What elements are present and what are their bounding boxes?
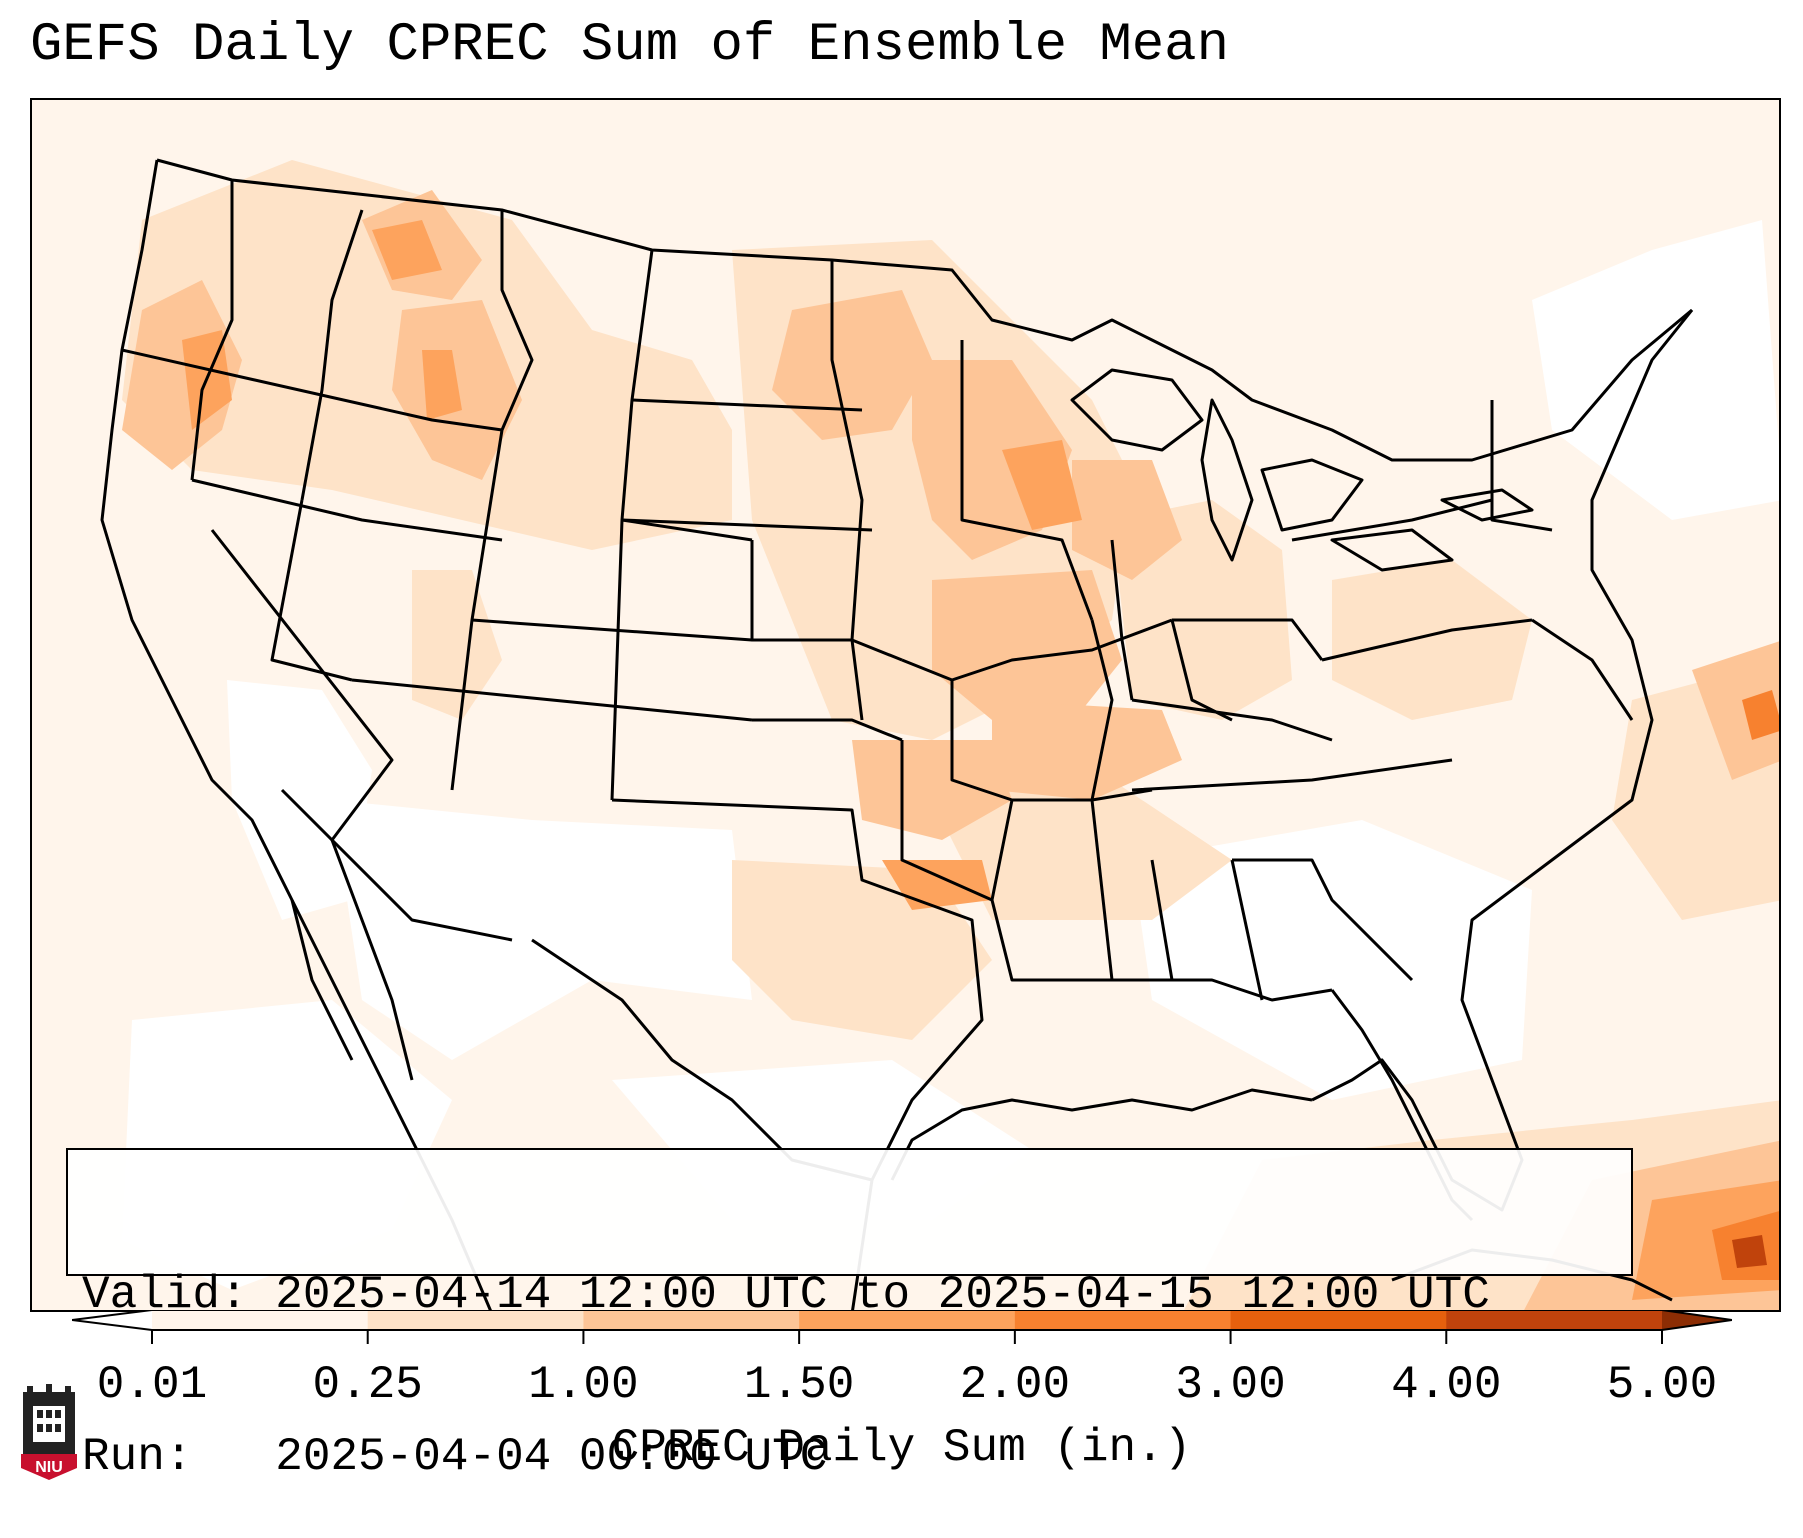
colorbar-segment	[583, 1310, 800, 1330]
colorbar-segment	[799, 1310, 1016, 1330]
colorbar-tick-label: 4.00	[1391, 1359, 1502, 1411]
niu-logo: NIU	[21, 1384, 77, 1480]
extreme-precip	[1732, 1235, 1767, 1268]
colorbar-tick-label: 1.50	[743, 1359, 855, 1411]
map-panel	[30, 98, 1781, 1312]
run-time-text: Run: 2025-04-04 00:00 UTC	[82, 1431, 828, 1483]
precip-map	[32, 100, 1779, 1310]
colorbar-tick-label: 1.00	[528, 1359, 639, 1411]
chart-title: GEFS Daily CPREC Sum of Ensemble Mean	[30, 15, 1229, 76]
colorbar-segment	[152, 1310, 369, 1330]
colorbar-segments	[152, 1310, 1663, 1330]
colorbar	[72, 1310, 1732, 1344]
logo-text: NIU	[35, 1459, 63, 1476]
colorbar-tick-label: 0.25	[312, 1359, 423, 1411]
logo-shield	[21, 1454, 77, 1480]
colorbar-tick-label: 2.00	[959, 1359, 1071, 1411]
colorbar-segment	[1014, 1310, 1232, 1330]
colorbar-label: CPREC Daily Sum (in.)	[611, 1422, 1192, 1474]
colorbar-ticks	[151, 1330, 1663, 1344]
boundaries	[100, 158, 1694, 1310]
info-box: Valid: 2025-04-14 12:00 UTC to 2025-04-1…	[66, 1148, 1633, 1483]
colorbar-outline	[72, 1310, 1732, 1331]
colorbar-segment	[1230, 1310, 1447, 1330]
colorbar-tick-label: 0.01	[96, 1359, 208, 1411]
colorbar-tick-label: 5.00	[1606, 1359, 1718, 1411]
colorbar-under-arrow	[72, 1310, 152, 1330]
colorbar-segment	[367, 1310, 584, 1330]
colorbar-over-arrow	[1662, 1310, 1732, 1330]
colorbar-tick-label: 3.00	[1175, 1359, 1286, 1411]
colorbar-segment	[1446, 1310, 1663, 1330]
